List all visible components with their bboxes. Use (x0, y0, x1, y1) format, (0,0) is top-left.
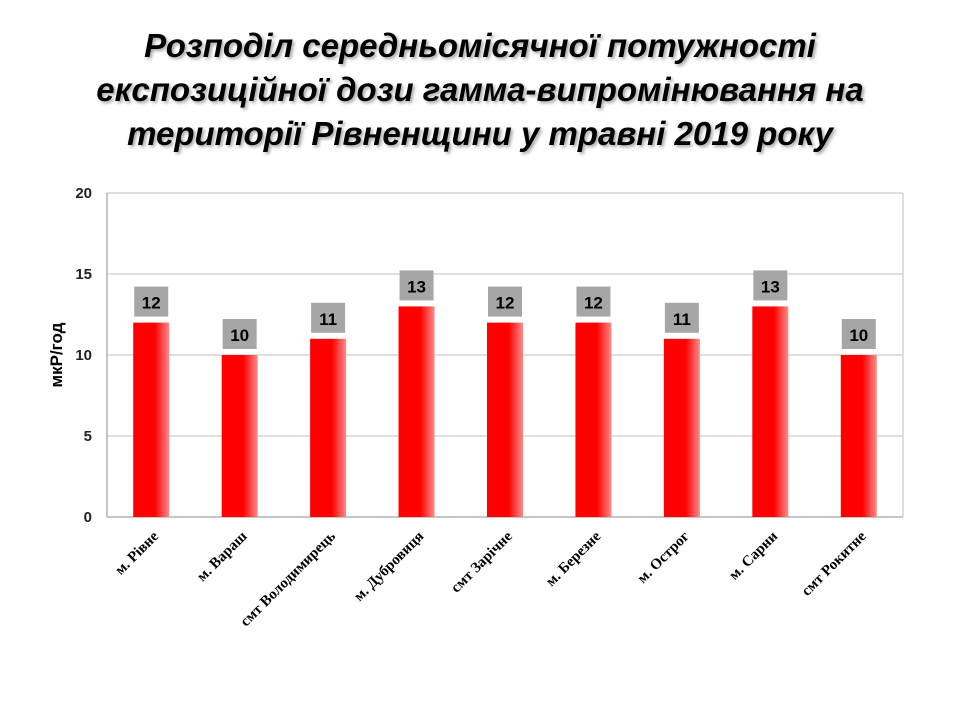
bar (575, 322, 612, 517)
data-label-box (841, 319, 876, 349)
category-label: м. Сарни (726, 528, 781, 583)
data-label-box (488, 286, 522, 317)
y-axis-label: мкР/год (47, 322, 66, 387)
category-label: смт Володимирець (238, 528, 339, 629)
data-label: 13 (761, 277, 780, 296)
data-label-box (399, 270, 434, 301)
y-tick-label: 10 (75, 347, 92, 364)
bars: 12 10 11 13 12 12 11 13 10 (133, 270, 877, 517)
data-label-box (311, 302, 346, 333)
category-label: смт Зарічне (448, 528, 516, 596)
title-line-1: Розподіл середньомісячної потужності (144, 27, 816, 64)
data-label-box (753, 270, 788, 301)
data-label: 11 (673, 310, 691, 329)
category-label: м. Дубровиця (351, 529, 427, 605)
bar (752, 306, 789, 517)
category-label: м. Рівне (112, 528, 162, 578)
title-line-2: експозиційної дози гамма-випромінювання … (96, 71, 864, 108)
data-label: 12 (584, 294, 603, 313)
bar (487, 322, 523, 517)
data-label: 12 (142, 294, 161, 313)
y-tick-label: 20 (75, 185, 92, 202)
data-label-box (576, 286, 611, 317)
title-line-3: території Рівненщини у травні 2019 року (127, 115, 833, 152)
bar (840, 355, 877, 517)
y-tick-label: 5 (84, 428, 92, 445)
category-label: смт Рокитне (799, 528, 870, 599)
bar (133, 322, 170, 517)
bar (398, 306, 435, 517)
chart-title: Розподіл середньомісячної потужності екс… (40, 24, 920, 156)
data-label-box (664, 302, 699, 333)
data-label: 11 (319, 310, 337, 329)
data-label: 12 (496, 294, 515, 313)
y-tick-label: 15 (75, 266, 92, 283)
y-tick-label: 0 (84, 509, 92, 526)
category-label: м. Березне (543, 528, 604, 589)
y-axis-ticks: 0 5 10 15 20 (75, 185, 92, 526)
category-label: м. Вараш (194, 528, 251, 585)
data-label: 10 (849, 326, 868, 345)
data-label: 13 (407, 277, 426, 296)
data-label-box (134, 286, 169, 317)
bar (221, 355, 258, 517)
data-label-box (222, 319, 257, 349)
data-label: 10 (230, 326, 249, 345)
bar (663, 338, 700, 517)
bar (310, 338, 347, 517)
category-label: м. Острог (635, 528, 693, 586)
